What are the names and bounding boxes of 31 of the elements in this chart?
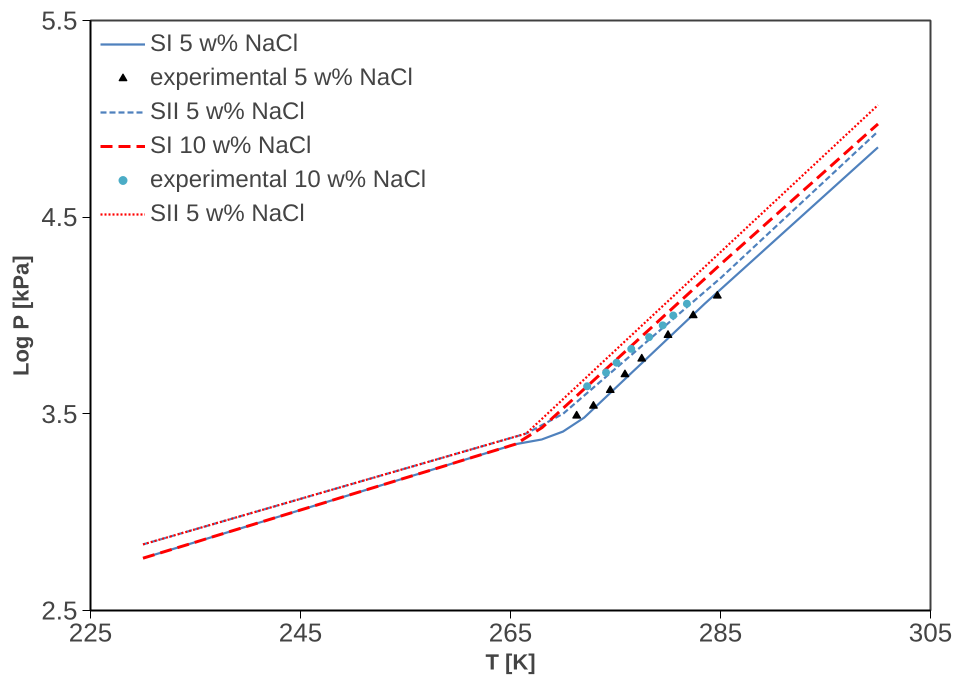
point [637, 354, 646, 362]
x-axis-title: T [K] [485, 650, 536, 674]
legend-label: SII 5 w% NaCl [150, 200, 305, 228]
point [645, 333, 654, 342]
legend-label: SI 5 w% NaCl [150, 30, 298, 58]
y-tick-label: 3.5 [41, 398, 78, 429]
point [688, 310, 698, 318]
point [627, 344, 636, 353]
point [669, 312, 678, 320]
point [583, 382, 592, 390]
point [658, 321, 667, 330]
x-tick-label: 245 [278, 618, 322, 648]
point [682, 300, 691, 308]
point [712, 290, 722, 299]
point [620, 369, 630, 378]
point [612, 358, 621, 367]
point [588, 400, 598, 409]
legend-label: SII 5 w% NaCl [150, 98, 305, 126]
y-tick-label: 4.5 [41, 202, 78, 232]
x-tick-label: 285 [698, 618, 742, 648]
legend-label: SI 10 w% NaCl [150, 132, 312, 160]
point [602, 368, 610, 377]
legend-label: experimental 10 w% NaCl [150, 166, 426, 194]
x-tick-label: 305 [908, 618, 952, 648]
x-tick-label: 265 [488, 618, 532, 648]
point [572, 410, 582, 419]
point [664, 330, 672, 338]
y-axis-title: Log P [kPa] [8, 255, 34, 376]
y-tick-label: 5.5 [41, 6, 78, 36]
point [606, 385, 615, 394]
legend-label: experimental 5 w% NaCl [150, 64, 413, 92]
